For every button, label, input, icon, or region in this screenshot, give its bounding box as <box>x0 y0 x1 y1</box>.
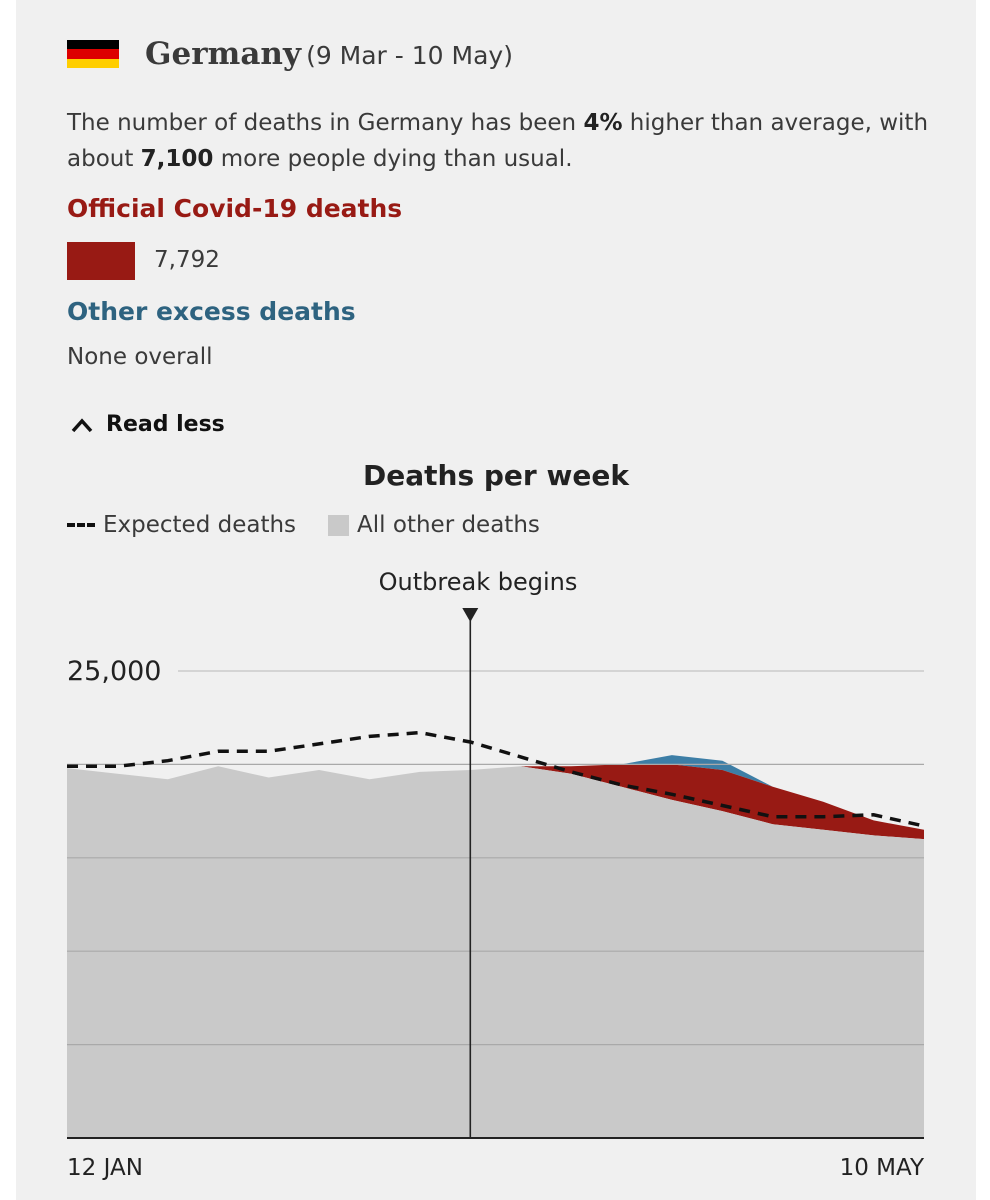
deaths-per-week-chart: 25,000 <box>67 608 925 1139</box>
chart-title: Deaths per week <box>363 459 629 492</box>
summary-text-part: more people dying than usual. <box>213 146 573 172</box>
country-name: Germany <box>145 36 301 72</box>
dashed-line-icon <box>67 523 95 527</box>
x-tick-start: 12 JAN <box>67 1155 143 1181</box>
covid-color-swatch <box>67 242 135 280</box>
covid-deaths-area <box>67 764 924 840</box>
flag-stripe-gold <box>67 58 119 68</box>
card-title: Germany (9 Mar - 10 May) <box>145 36 513 72</box>
other-excess-heading: Other excess deaths <box>67 297 356 326</box>
outbreak-annotation: Outbreak begins <box>378 568 578 596</box>
flag-stripe-red <box>67 49 119 59</box>
chevron-up-icon <box>71 417 93 432</box>
summary-text: The number of deaths in Germany has been… <box>67 105 947 177</box>
grey-square-icon <box>328 514 350 536</box>
y-tick-label: 25,000 <box>67 656 161 687</box>
outbreak-marker-icon <box>462 608 479 622</box>
expected-deaths-line <box>67 730 925 828</box>
summary-text-part: The number of deaths in Germany has been <box>67 110 584 136</box>
germany-flag-icon <box>67 40 119 68</box>
flag-stripe-black <box>67 40 119 50</box>
covid-deaths-value: 7,792 <box>154 247 220 273</box>
date-range: (9 Mar - 10 May) <box>306 41 513 70</box>
covid-deaths-heading: Official Covid-19 deaths <box>67 194 403 223</box>
chart-legend: Expected deaths All other deaths <box>67 512 540 538</box>
read-less-button[interactable]: Read less <box>70 412 225 437</box>
summary-excess-count: 7,100 <box>140 146 214 172</box>
summary-percent: 4% <box>583 110 623 136</box>
other-excess-value: None overall <box>67 344 213 370</box>
legend-other-label: All other deaths <box>357 512 540 538</box>
read-less-label: Read less <box>106 412 225 437</box>
x-tick-end: 10 MAY <box>839 1155 924 1181</box>
country-card: Germany (9 Mar - 10 May) The number of d… <box>16 0 976 1200</box>
summary-text-part: higher than average, with about <box>67 110 929 172</box>
legend-expected-label: Expected deaths <box>103 512 297 538</box>
